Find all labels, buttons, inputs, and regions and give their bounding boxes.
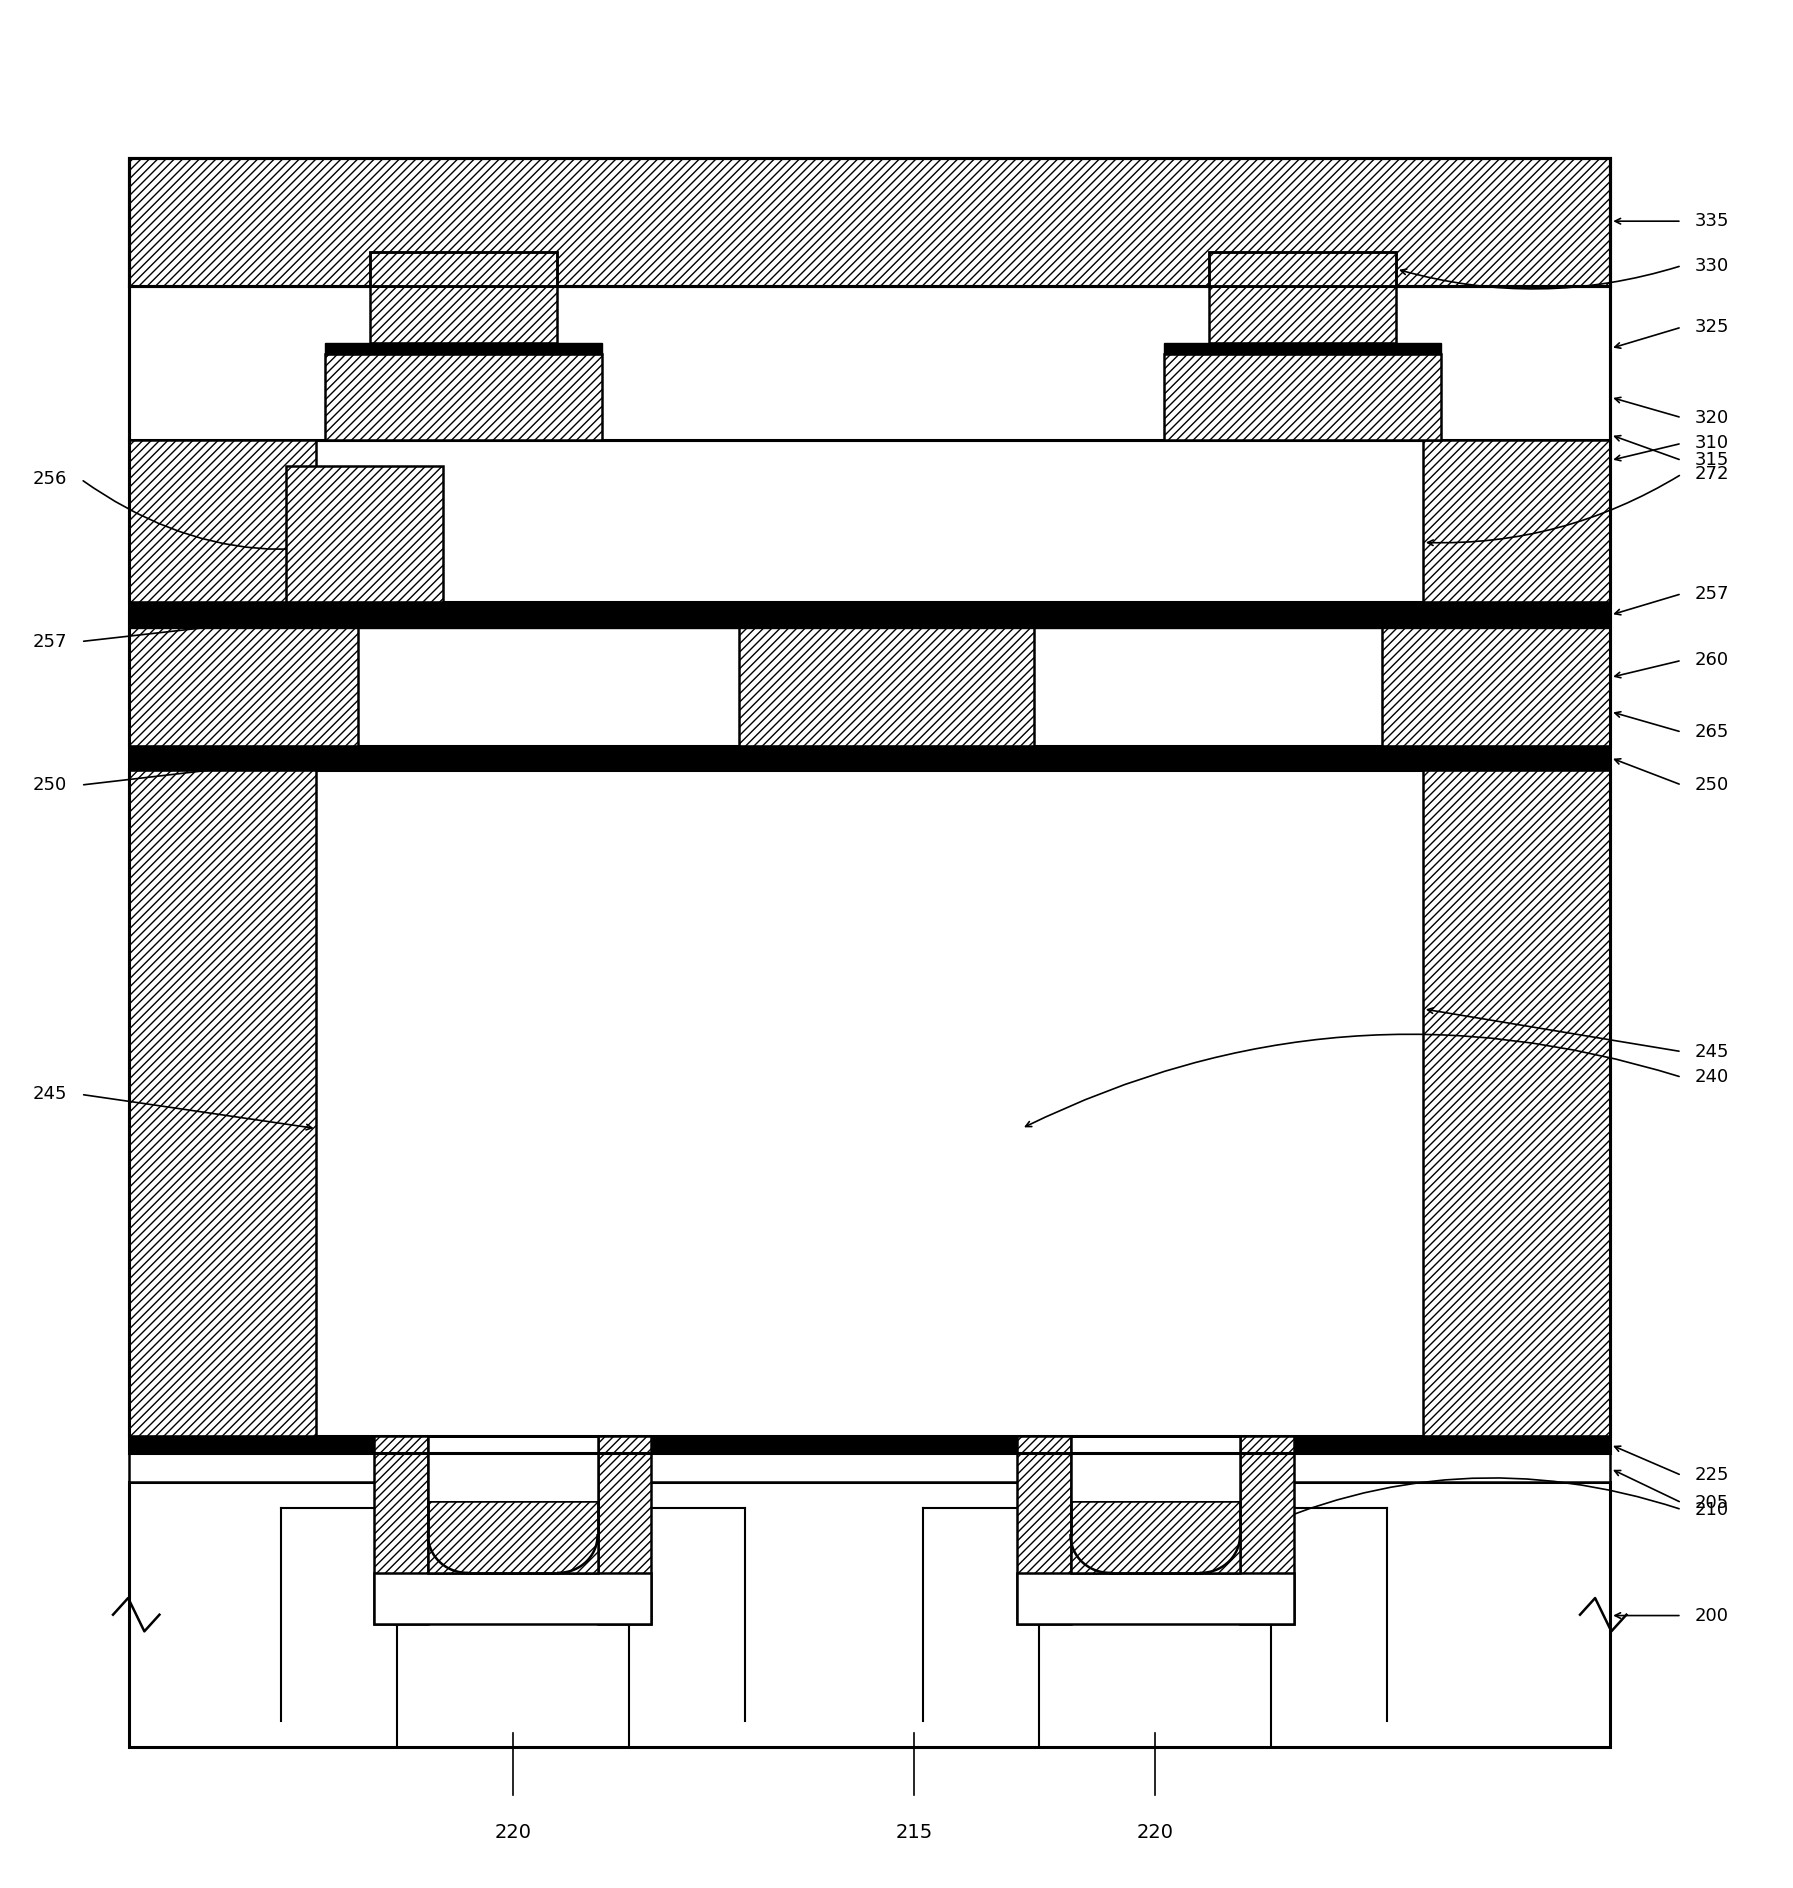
Bar [129, 159, 1610, 1454]
Text: 200: 200 [1694, 1607, 1728, 1624]
Bar [1017, 1437, 1070, 1624]
Text: 257: 257 [32, 632, 66, 651]
Text: 335: 335 [1694, 211, 1728, 230]
Bar [1164, 355, 1442, 440]
Bar [1070, 1439, 1241, 1501]
Bar [129, 612, 1610, 746]
Text: 220: 220 [1137, 1824, 1174, 1843]
Bar [129, 440, 1610, 602]
Bar [129, 746, 1610, 770]
Text: 325: 325 [1694, 317, 1728, 336]
Text: 250: 250 [32, 776, 66, 795]
Text: 220: 220 [495, 1824, 531, 1843]
Bar [129, 602, 1610, 629]
Bar [129, 612, 357, 746]
Bar [1208, 251, 1397, 287]
Text: 250: 250 [1694, 776, 1728, 795]
Text: 225: 225 [1694, 1467, 1728, 1484]
Text: 320: 320 [1694, 408, 1728, 427]
Bar [369, 251, 558, 287]
Text: 215: 215 [896, 1824, 932, 1843]
Text: 245: 245 [32, 1086, 66, 1103]
Bar [129, 159, 1610, 287]
Bar [1070, 1501, 1241, 1573]
Text: 260: 260 [1694, 651, 1728, 670]
Bar [375, 1573, 651, 1624]
Text: 245: 245 [1694, 1042, 1728, 1061]
Bar [287, 466, 443, 602]
Bar [129, 1437, 1610, 1454]
Bar [325, 355, 602, 440]
Bar [597, 1437, 651, 1624]
Text: 330: 330 [1694, 257, 1728, 274]
Bar [1208, 251, 1397, 287]
Bar [1241, 1437, 1293, 1624]
Bar [1208, 287, 1397, 342]
Text: 205: 205 [1694, 1493, 1728, 1512]
Bar [325, 342, 602, 355]
Text: 240: 240 [1694, 1069, 1728, 1086]
Bar [739, 612, 1035, 746]
Bar [1017, 1573, 1293, 1624]
Bar [1164, 342, 1442, 355]
Text: 256: 256 [32, 470, 66, 489]
Text: 272: 272 [1694, 464, 1728, 483]
Bar [129, 159, 1610, 287]
Bar [1382, 612, 1610, 746]
Text: 257: 257 [1694, 585, 1728, 602]
Text: 315: 315 [1694, 451, 1728, 470]
Text: 265: 265 [1694, 723, 1728, 742]
Bar [429, 1439, 597, 1501]
Bar [1424, 440, 1610, 602]
Bar [129, 440, 317, 602]
Bar [129, 770, 317, 1437]
Bar [129, 287, 1610, 440]
Bar [369, 287, 558, 342]
Bar [429, 1501, 597, 1573]
Bar [129, 770, 1610, 1437]
Text: 310: 310 [1694, 434, 1728, 453]
Text: 210: 210 [1694, 1501, 1728, 1518]
Bar [129, 1482, 1610, 1746]
Bar [369, 251, 558, 287]
Bar [375, 1437, 429, 1624]
Bar [129, 1454, 1610, 1482]
Bar [1424, 770, 1610, 1437]
